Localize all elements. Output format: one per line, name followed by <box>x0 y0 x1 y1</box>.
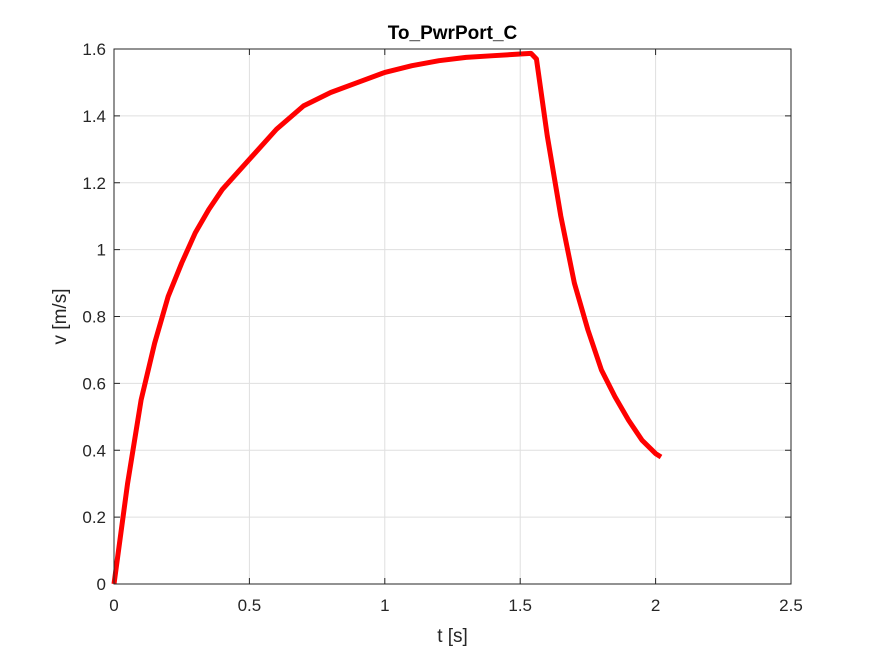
y-tick-label: 1.4 <box>82 107 106 126</box>
x-tick-label: 2 <box>651 596 660 615</box>
x-tick-label: 1.5 <box>508 596 532 615</box>
y-tick-label: 1.2 <box>82 174 106 193</box>
x-tick-label: 0.5 <box>238 596 262 615</box>
axes <box>113 48 792 585</box>
y-tick-label: 1 <box>97 241 106 260</box>
y-tick-label: 0.8 <box>82 308 106 327</box>
chart-title: To_PwrPort_C <box>388 23 518 44</box>
series-line <box>111 50 663 585</box>
y-tick-label: 0.2 <box>82 508 106 527</box>
y-tick-label: 0 <box>97 575 106 594</box>
x-tick-label: 2.5 <box>779 596 803 615</box>
y-tick-label: 1.6 <box>82 40 106 59</box>
x-axis-label: t [s] <box>437 626 468 647</box>
y-axis-label: v [m/s] <box>50 289 71 345</box>
series-layer <box>111 50 663 585</box>
tick-labels: 0 0.5 1 1.5 2 2.5 0 0.2 0.4 0.6 0.8 1 1.2 1.4 1.6 <box>82 40 802 615</box>
y-tick-label: 0.6 <box>82 374 106 393</box>
y-tick-label: 0.4 <box>82 441 106 460</box>
x-tick-label: 0 <box>109 596 118 615</box>
x-tick-label: 1 <box>380 596 389 615</box>
